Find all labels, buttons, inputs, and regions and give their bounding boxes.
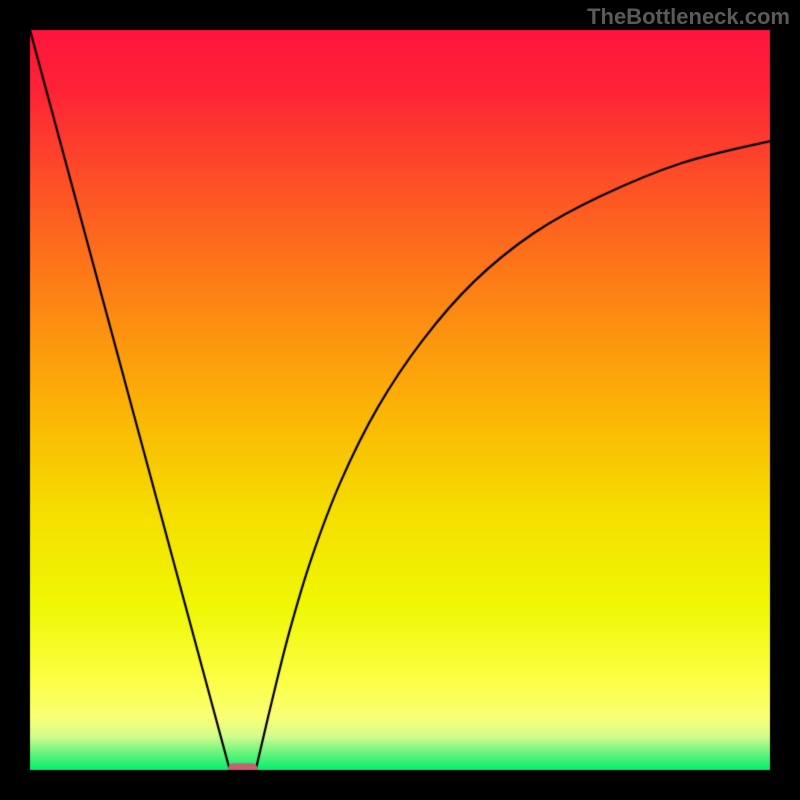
chart-container: TheBottleneck.com [0, 0, 800, 800]
bottleneck-chart-canvas [0, 0, 800, 800]
watermark-text: TheBottleneck.com [587, 4, 790, 30]
